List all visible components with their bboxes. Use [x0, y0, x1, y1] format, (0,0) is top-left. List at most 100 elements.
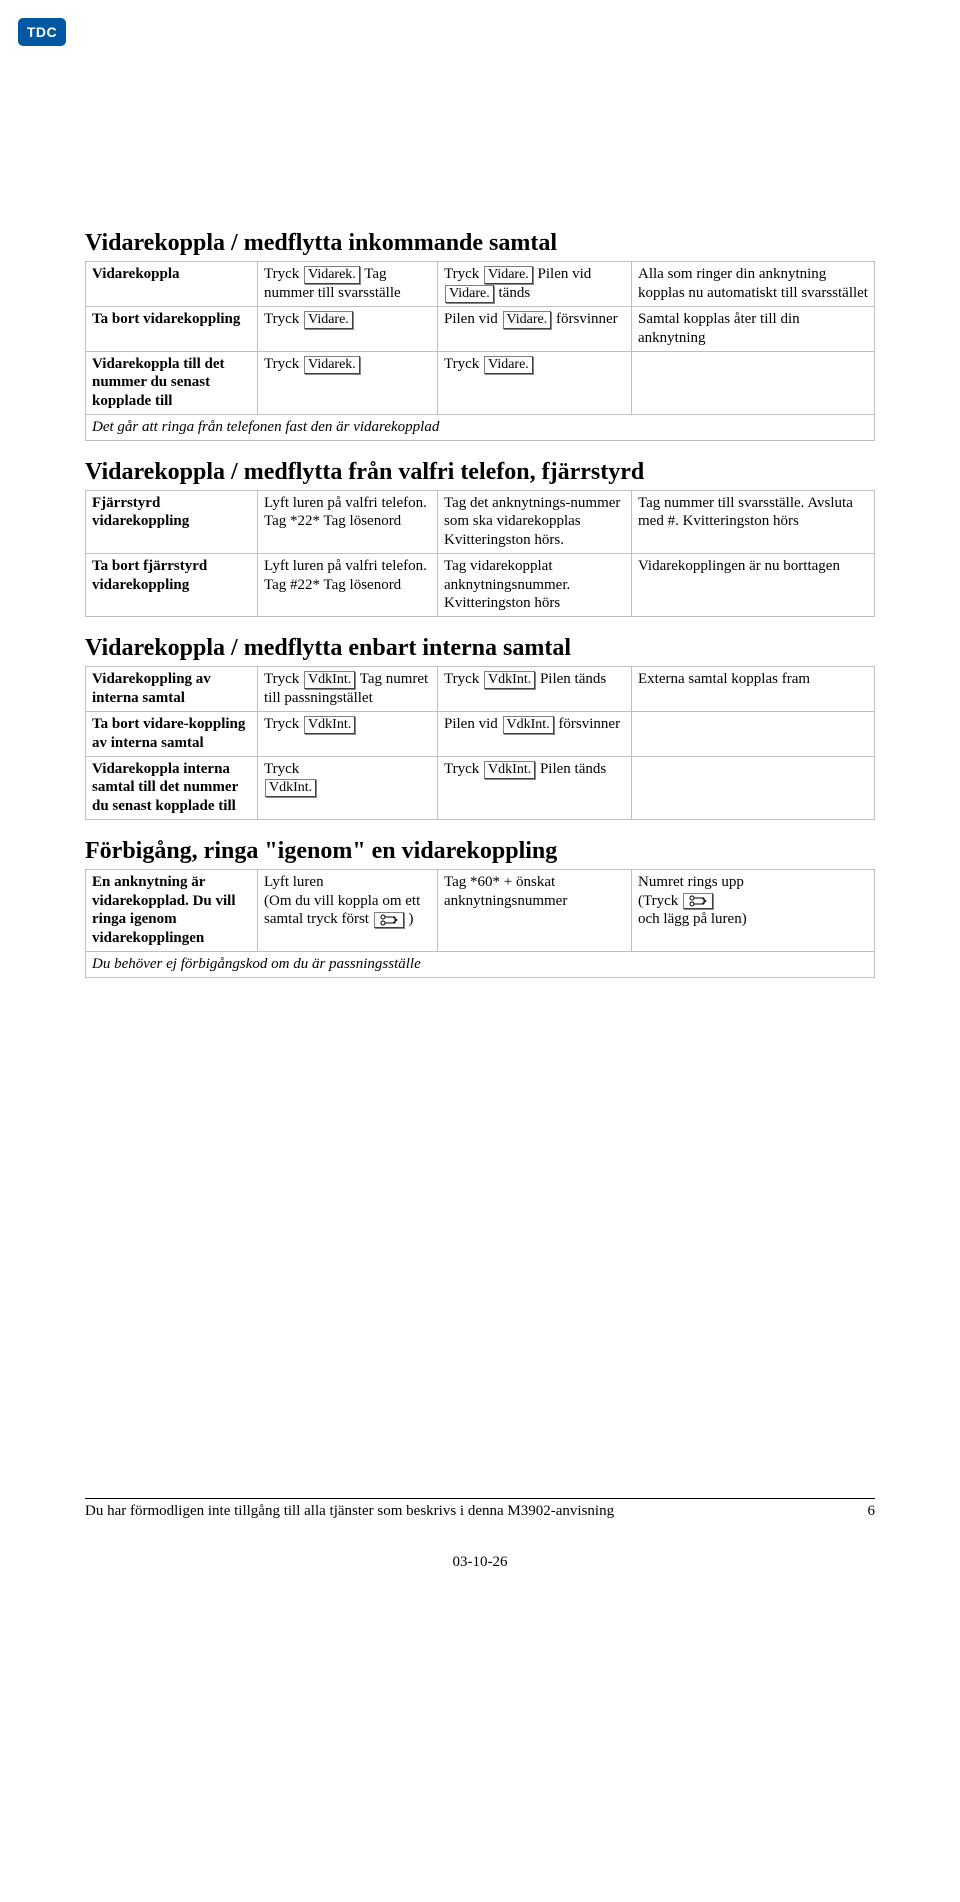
cell: Tag *60* + önskat anknytningsnummer: [438, 869, 632, 951]
section-title-3: Vidarekoppla / medflytta enbart interna …: [85, 635, 875, 662]
table-1: Vidarekoppla Tryck Vidarek. Tag nummer t…: [85, 261, 875, 441]
cell-label: Ta bort fjärrstyrd vidarekoppling: [86, 553, 258, 616]
text: Pilen vid: [534, 266, 592, 282]
footer-text: Du har förmodligen inte tillgång till al…: [85, 1503, 614, 1520]
text: Pilen tänds: [536, 761, 606, 777]
cell: Tryck VdkInt. Tag numret till passningst…: [258, 667, 438, 712]
transfer-icon: [374, 912, 404, 928]
key-vidarek: Vidarek.: [304, 356, 360, 374]
table-row: Vidarekoppling av interna samtal Tryck V…: [86, 667, 875, 712]
key-vdkint: VdkInt.: [304, 671, 355, 689]
text: och lägg på luren): [638, 911, 747, 927]
cell: [632, 351, 875, 414]
table-row: Ta bort fjärrstyrd vidarekoppling Lyft l…: [86, 553, 875, 616]
cell: [632, 712, 875, 757]
key-vdkint: VdkInt.: [484, 671, 535, 689]
key-vdkint: VdkInt.: [265, 779, 316, 797]
cell: Tryck VdkInt.: [258, 756, 438, 819]
text: Pilen vid: [444, 311, 502, 327]
text: tänds: [495, 285, 530, 301]
table-row: Vidarekoppla till det nummer du senast k…: [86, 351, 875, 414]
cell-label: Ta bort vidarekoppling: [86, 307, 258, 352]
table-row: Fjärrstyrd vidarekoppling Lyft luren på …: [86, 490, 875, 553]
table-row: Vidarekoppla Tryck Vidarek. Tag nummer t…: [86, 262, 875, 307]
text: försvinner: [555, 716, 620, 732]
table-note-row: Det går att ringa från telefonen fast de…: [86, 414, 875, 440]
cell-label: Fjärrstyrd vidarekoppling: [86, 490, 258, 553]
footer-divider: [85, 1498, 875, 1499]
text: Tryck: [444, 671, 483, 687]
key-vidare: Vidare.: [304, 311, 353, 329]
text: Tryck: [444, 761, 483, 777]
section-title-1: Vidarekoppla / medflytta inkommande samt…: [85, 230, 875, 257]
table-row: Ta bort vidarekoppling Tryck Vidare. Pil…: [86, 307, 875, 352]
transfer-icon: [683, 893, 713, 909]
cell-label: Ta bort vidare-koppling av interna samta…: [86, 712, 258, 757]
key-vidare: Vidare.: [445, 285, 494, 303]
cell-label: Vidarekoppla till det nummer du senast k…: [86, 351, 258, 414]
key-vdkint: VdkInt.: [503, 716, 554, 734]
note-text: Du behöver ej förbigångskod om du är pas…: [86, 951, 875, 977]
cell-label: Vidarekoppla: [86, 262, 258, 307]
key-vidarek: Vidarek.: [304, 266, 360, 284]
cell: Samtal kopplas åter till din anknytning: [632, 307, 875, 352]
table-row: Vidarekoppla interna samtal till det num…: [86, 756, 875, 819]
text: ): [408, 911, 413, 927]
cell: Tag det anknytnings-nummer som ska vidar…: [438, 490, 632, 553]
cell: Vidarekopplingen är nu borttagen: [632, 553, 875, 616]
text: Tryck: [264, 761, 299, 777]
key-vidare: Vidare.: [503, 311, 552, 329]
section-title-4: Förbigång, ringa "igenom" en vidarekoppl…: [85, 838, 875, 865]
document-body: Vidarekoppla / medflytta inkommande samt…: [85, 230, 875, 978]
key-vdkint: VdkInt.: [304, 716, 355, 734]
text: Tryck: [264, 266, 303, 282]
cell: Alla som ringer din anknytning kopplas n…: [632, 262, 875, 307]
text: Pilen vid: [444, 716, 502, 732]
cell: Pilen vid VdkInt. försvinner: [438, 712, 632, 757]
cell-label: Vidarekoppling av interna samtal: [86, 667, 258, 712]
cell: Tryck VdkInt. Pilen tänds: [438, 667, 632, 712]
page-number: 6: [868, 1503, 876, 1520]
cell: Tag nummer till svarsställe. Avsluta med…: [632, 490, 875, 553]
cell: Numret rings upp (Tryck och lägg på lure…: [632, 869, 875, 951]
text: försvinner: [552, 311, 617, 327]
page: TDC Vidarekoppla / medflytta inkommande …: [0, 0, 960, 1601]
text: Tryck: [264, 356, 303, 372]
cell: Tryck Vidarek. Tag nummer till svarsstäl…: [258, 262, 438, 307]
cell: Tryck VdkInt.: [258, 712, 438, 757]
text: Tryck: [264, 311, 303, 327]
cell: Lyft luren på valfri telefon. Tag #22* T…: [258, 553, 438, 616]
cell: Externa samtal kopplas fram: [632, 667, 875, 712]
text: Pilen tänds: [536, 671, 606, 687]
cell-label: Vidarekoppla interna samtal till det num…: [86, 756, 258, 819]
text: Tryck: [444, 266, 483, 282]
key-vdkint: VdkInt.: [484, 761, 535, 779]
table-note-row: Du behöver ej förbigångskod om du är pas…: [86, 951, 875, 977]
text: Tryck: [444, 356, 483, 372]
key-vidare: Vidare.: [484, 356, 533, 374]
table-row: Ta bort vidare-koppling av interna samta…: [86, 712, 875, 757]
table-4: En anknytning är vidarekopplad. Du vill …: [85, 869, 875, 978]
tdc-logo: TDC: [18, 18, 66, 46]
footer-date: 03-10-26: [85, 1554, 875, 1571]
cell: Lyft luren på valfri telefon. Tag *22* T…: [258, 490, 438, 553]
cell: Lyft luren (Om du vill koppla om ett sam…: [258, 869, 438, 951]
cell: [632, 756, 875, 819]
cell: Tryck Vidarek.: [258, 351, 438, 414]
table-2: Fjärrstyrd vidarekoppling Lyft luren på …: [85, 490, 875, 618]
key-vidare: Vidare.: [484, 266, 533, 284]
cell: Pilen vid Vidare. försvinner: [438, 307, 632, 352]
section-title-2: Vidarekoppla / medflytta från valfri tel…: [85, 459, 875, 486]
table-row: En anknytning är vidarekopplad. Du vill …: [86, 869, 875, 951]
cell-label: En anknytning är vidarekopplad. Du vill …: [86, 869, 258, 951]
note-text: Det går att ringa från telefonen fast de…: [86, 414, 875, 440]
cell: Tryck Vidare. Pilen vid Vidare. tänds: [438, 262, 632, 307]
text: Tryck: [264, 671, 303, 687]
text: Tryck: [264, 716, 303, 732]
cell: Tag vidarekopplat anknytningsnummer. Kvi…: [438, 553, 632, 616]
table-3: Vidarekoppling av interna samtal Tryck V…: [85, 666, 875, 820]
page-footer: Du har förmodligen inte tillgång till al…: [85, 1498, 875, 1571]
cell: Tryck Vidare.: [258, 307, 438, 352]
cell: Tryck Vidare.: [438, 351, 632, 414]
footer-row: Du har förmodligen inte tillgång till al…: [85, 1503, 875, 1520]
